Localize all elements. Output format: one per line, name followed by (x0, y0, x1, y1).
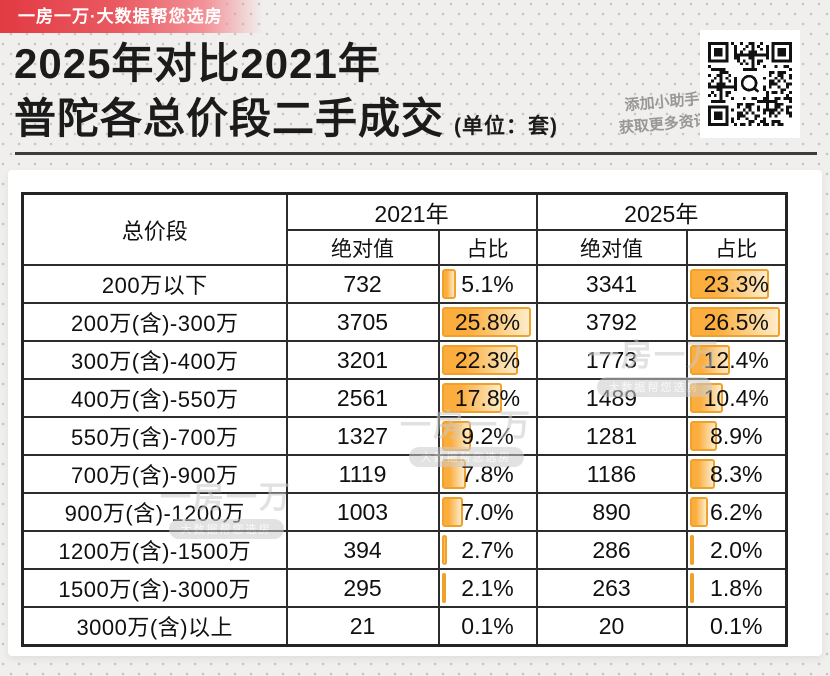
col-header-2025-abs: 绝对值 (535, 229, 688, 266)
percent-data-bar (689, 421, 718, 451)
table-row: 700万(含)-900万 1119 7.8% 1186 8.3% (21, 454, 788, 494)
title-line-2: 普陀各总价段二手成交 (单位：套) (14, 91, 558, 154)
col-header-2021-abs: 绝对值 (285, 229, 440, 266)
percent-data-bar (689, 307, 781, 337)
abs-2025-cell: 3341 (535, 264, 688, 304)
brand-banner: 一房一万·大数据帮您选房 (0, 0, 262, 33)
percent-data-bar (689, 497, 708, 527)
abs-2025-cell: 20 (535, 606, 688, 647)
pct-2021-cell: 2.1% (437, 568, 538, 608)
title-underline (15, 152, 817, 155)
price-range-cell: 400万(含)-550万 (21, 378, 288, 418)
table-row: 400万(含)-550万 2561 17.8% 1489 10.4% (21, 378, 788, 418)
abs-2025-cell: 263 (535, 568, 688, 608)
abs-2021-cell: 21 (285, 606, 440, 647)
pct-2025-cell: 10.4% (685, 378, 788, 418)
pct-2025-cell: 1.8% (685, 568, 788, 608)
price-range-cell: 3000万(含)以上 (21, 606, 288, 647)
pct-2021-cell: 9.2% (437, 416, 538, 456)
qr-code-image (708, 42, 792, 126)
price-range-cell: 1200万(含)-1500万 (21, 530, 288, 570)
abs-2025-cell: 1281 (535, 416, 688, 456)
abs-2021-cell: 2561 (285, 378, 440, 418)
pct-2021-cell: 22.3% (437, 340, 538, 380)
percent-data-bar (441, 535, 448, 565)
abs-2021-cell: 3201 (285, 340, 440, 380)
abs-2025-cell: 1489 (535, 378, 688, 418)
percent-data-bar (441, 421, 471, 451)
percent-data-bar (689, 269, 769, 299)
col-header-2021: 2021年 (285, 192, 538, 231)
pct-2025-cell: 12.4% (685, 340, 788, 380)
abs-2021-cell: 1119 (285, 454, 440, 494)
table-row: 1500万(含)-3000万 295 2.1% 263 1.8% (21, 568, 788, 608)
title-line-1: 2025年对比2021年 (14, 40, 381, 87)
percent-data-bar (441, 269, 456, 299)
abs-2021-cell: 1327 (285, 416, 440, 456)
abs-2025-cell: 3792 (535, 302, 688, 342)
abs-2021-cell: 394 (285, 530, 440, 570)
col-header-2021-pct: 占比 (437, 229, 538, 266)
abs-2021-cell: 295 (285, 568, 440, 608)
pct-2021-cell: 7.8% (437, 454, 538, 494)
price-range-cell: 300万(含)-400万 (21, 340, 288, 380)
table-body: 200万以下 732 5.1% 3341 23.3% 200万(含)-300万 3705 25… (21, 264, 788, 647)
col-header-price-range: 总价段 (21, 192, 288, 266)
qr-center-logo (738, 72, 762, 96)
pct-2021-cell: 17.8% (437, 378, 538, 418)
qr-code (700, 30, 800, 138)
title-line-2-text: 普陀各总价段二手成交 (14, 95, 445, 142)
percent-data-bar (689, 345, 730, 375)
abs-2021-cell: 3705 (285, 302, 440, 342)
abs-2021-cell: 732 (285, 264, 440, 304)
pct-2021-cell: 0.1% (437, 606, 538, 647)
pct-2025-cell: 26.5% (685, 302, 788, 342)
price-range-cell: 700万(含)-900万 (21, 454, 288, 494)
table-row: 300万(含)-400万 3201 22.3% 1773 12.4% (21, 340, 788, 380)
abs-2025-cell: 1186 (535, 454, 688, 494)
unit-note: (单位：套) (454, 115, 559, 138)
pct-2021-cell: 5.1% (437, 264, 538, 304)
price-range-cell: 550万(含)-700万 (21, 416, 288, 456)
table-row: 1200万(含)-1500万 394 2.7% 286 2.0% (21, 530, 788, 570)
abs-2025-cell: 286 (535, 530, 688, 570)
brand-banner-text: 一房一万·大数据帮您选房 (18, 7, 223, 26)
table-row: 550万(含)-700万 1327 9.2% 1281 8.9% (21, 416, 788, 456)
table-row: 3000万(含)以上 21 0.1% 20 0.1% (21, 606, 788, 647)
percent-data-bar (441, 383, 502, 413)
price-range-cell: 1500万(含)-3000万 (21, 568, 288, 608)
table-row: 900万(含)-1200万 1003 7.0% 890 6.2% (21, 492, 788, 532)
percent-data-bar (689, 535, 694, 565)
col-header-2025: 2025年 (535, 192, 788, 231)
pct-2025-cell: 8.9% (685, 416, 788, 456)
pct-2025-cell: 2.0% (685, 530, 788, 570)
page-title: 2025年对比2021年 普陀各总价段二手成交 (单位：套) (14, 36, 558, 154)
abs-2021-cell: 1003 (285, 492, 440, 532)
percent-data-bar (441, 497, 463, 527)
table-row: 200万(含)-300万 3705 25.8% 3792 26.5% (21, 302, 788, 342)
table-row: 200万以下 732 5.1% 3341 23.3% (21, 264, 788, 304)
price-range-cell: 200万以下 (21, 264, 288, 304)
pct-2021-cell: 7.0% (437, 492, 538, 532)
pct-2021-cell: 25.8% (437, 302, 538, 342)
percent-data-bar (441, 307, 531, 337)
pct-2025-cell: 0.1% (685, 606, 788, 647)
percent-data-bar (441, 573, 446, 603)
abs-2025-cell: 1773 (535, 340, 688, 380)
percent-data-bar (689, 459, 716, 489)
price-range-cell: 200万(含)-300万 (21, 302, 288, 342)
col-header-2025-pct: 占比 (685, 229, 788, 266)
price-comparison-table: 总价段 2021年 2025年 绝对值 占比 绝对值 占比 200万以下 732 5… (21, 192, 788, 647)
percent-data-bar (441, 345, 518, 375)
percent-data-bar (689, 573, 694, 603)
pct-2025-cell: 8.3% (685, 454, 788, 494)
pct-2021-cell: 2.7% (437, 530, 538, 570)
pct-2025-cell: 23.3% (685, 264, 788, 304)
abs-2025-cell: 890 (535, 492, 688, 532)
pct-2025-cell: 6.2% (685, 492, 788, 532)
price-range-cell: 900万(含)-1200万 (21, 492, 288, 532)
table-card: 总价段 2021年 2025年 绝对值 占比 绝对值 占比 200万以下 732 5… (8, 170, 822, 656)
